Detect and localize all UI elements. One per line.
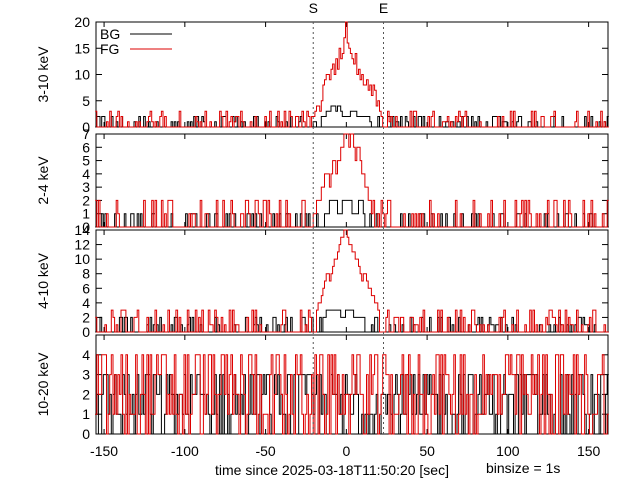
series-fg-line [95, 354, 609, 435]
x-tick-label: 0 [342, 443, 350, 459]
y-tick-label: 7 [82, 126, 90, 142]
y-tick-label: 10 [74, 67, 90, 83]
x-tick-label: -100 [171, 443, 199, 459]
y-axis-title: 3-10 keV [35, 46, 51, 103]
marker-label-s: S [309, 0, 318, 16]
y-tick-label: 0 [82, 219, 90, 235]
x-tick-label: 50 [419, 443, 435, 459]
y-tick-label: 4 [82, 295, 90, 311]
y-tick-label: 14 [74, 222, 90, 238]
y-tick-label: 3 [82, 179, 90, 195]
x-tick-label: -150 [90, 443, 118, 459]
x-tick-label: 150 [577, 443, 601, 459]
y-tick-label: 20 [74, 14, 90, 30]
x-axis-title: time since 2025-03-18T11:50:20 [sec] [215, 462, 449, 478]
panel-1: 0 5 10 15 20 3-10 keV [35, 14, 609, 135]
y-tick-label: 4 [82, 347, 90, 363]
legend: BG FG [100, 26, 172, 57]
y-tick-label: 12 [74, 237, 90, 253]
y-tick-label: 3 [82, 367, 90, 383]
y-tick-label: 4 [82, 166, 90, 182]
x-tick-label: 100 [496, 443, 520, 459]
y-tick-label: 10 [74, 251, 90, 267]
y-tick-label: 5 [82, 153, 90, 169]
binsize-note: binsize = 1s [486, 460, 560, 476]
series-fg-line [95, 229, 609, 333]
x-axis: -150 -100 -50 0 50 100 150 [90, 443, 600, 459]
series-fg-line [95, 21, 609, 128]
y-tick-label: 1 [82, 406, 90, 422]
y-tick-label: 5 [82, 93, 90, 109]
y-tick-label: 0 [82, 324, 90, 340]
y-tick-label: 0 [82, 426, 90, 442]
y-tick-label: 2 [82, 192, 90, 208]
panel-frame [95, 229, 609, 333]
y-tick-label: 0 [82, 119, 90, 135]
y-tick-label: 2 [82, 309, 90, 325]
y-tick-label: 6 [82, 139, 90, 155]
legend-label-fg: FG [100, 41, 119, 57]
y-tick-label: 1 [82, 206, 90, 222]
legend-label-bg: BG [100, 26, 120, 42]
y-tick-label: 8 [82, 266, 90, 282]
series-fg-line [95, 133, 609, 228]
panel-4: 0 1 2 3 4 10-20 keV [35, 334, 609, 442]
panel-frame [95, 334, 609, 435]
y-axis-title: 4-10 keV [35, 252, 51, 309]
x-tick-label: -50 [255, 443, 275, 459]
y-tick-label: 2 [82, 386, 90, 402]
y-axis-title: 10-20 keV [35, 352, 51, 416]
y-axis-title: 2-4 keV [35, 156, 51, 205]
y-tick-label: 15 [74, 40, 90, 56]
y-tick-label: 6 [82, 280, 90, 296]
marker-label-e: E [379, 0, 388, 16]
